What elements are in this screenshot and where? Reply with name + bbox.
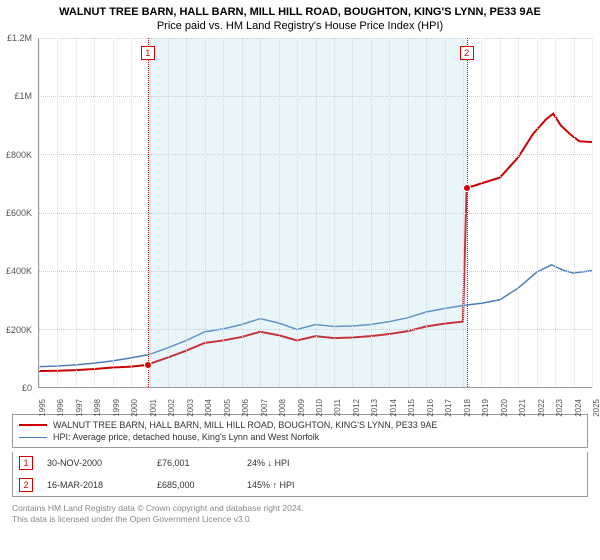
gridline-v [39, 38, 40, 387]
x-tick-label: 2004 [204, 399, 213, 417]
event-date: 16-MAR-2018 [47, 480, 157, 490]
event-number: 1 [19, 456, 33, 470]
event-price: £76,001 [157, 458, 247, 468]
footer-line-1: Contains HM Land Registry data © Crown c… [12, 503, 588, 514]
gridline-v [57, 38, 58, 387]
gridline-v [481, 38, 482, 387]
y-tick-label: £1M [14, 91, 32, 101]
legend-label: WALNUT TREE BARN, HALL BARN, MILL HILL R… [53, 420, 437, 430]
event-row: 1 30-NOV-2000£76,00124% ↓ HPI [13, 452, 587, 474]
x-tick-label: 1997 [75, 399, 84, 417]
y-tick-label: £800K [6, 150, 32, 160]
y-tick-label: £200K [6, 325, 32, 335]
x-tick-label: 2000 [130, 399, 139, 417]
x-tick-label: 2010 [315, 399, 324, 417]
x-axis: 1995199619971998199920002001200220032004… [38, 388, 592, 408]
event-number: 2 [19, 478, 33, 492]
x-tick-label: 2012 [352, 399, 361, 417]
x-tick-label: 2024 [574, 399, 583, 417]
x-tick-label: 2025 [592, 399, 600, 417]
y-axis: £0£200K£400K£600K£800K£1M£1.2M [0, 38, 34, 388]
x-tick-label: 1995 [38, 399, 47, 417]
x-tick-label: 2001 [149, 399, 158, 417]
gridline-v [76, 38, 77, 387]
event-line [467, 38, 468, 387]
gridline-v [537, 38, 538, 387]
x-tick-label: 2003 [186, 399, 195, 417]
chart-subtitle: Price paid vs. HM Land Registry's House … [0, 20, 600, 38]
x-tick-label: 2020 [500, 399, 509, 417]
x-tick-label: 2016 [426, 399, 435, 417]
legend-label: HPI: Average price, detached house, King… [53, 432, 319, 442]
legend-swatch [19, 437, 47, 438]
events-table: 1 30-NOV-2000£76,00124% ↓ HPI 2 16-MAR-2018… [12, 452, 588, 497]
x-tick-label: 2005 [223, 399, 232, 417]
x-tick-label: 2015 [407, 399, 416, 417]
event-dot [463, 184, 471, 192]
footer-line-2: This data is licensed under the Open Gov… [12, 514, 588, 525]
gridline-v [555, 38, 556, 387]
legend-row: WALNUT TREE BARN, HALL BARN, MILL HILL R… [19, 419, 581, 431]
x-tick-label: 1996 [56, 399, 65, 417]
gridline-v [500, 38, 501, 387]
chart-area: £0£200K£400K£600K£800K£1M£1.2M 12 199519… [38, 38, 592, 408]
attribution-footer: Contains HM Land Registry data © Crown c… [12, 503, 588, 525]
event-date: 30-NOV-2000 [47, 458, 157, 468]
event-delta: 24% ↓ HPI [247, 458, 367, 468]
x-tick-label: 2009 [297, 399, 306, 417]
x-tick-label: 2019 [481, 399, 490, 417]
x-tick-label: 2014 [389, 399, 398, 417]
legend: WALNUT TREE BARN, HALL BARN, MILL HILL R… [12, 414, 588, 448]
x-tick-label: 2023 [555, 399, 564, 417]
legend-swatch [19, 424, 47, 426]
y-tick-label: £0 [22, 383, 32, 393]
event-marker-box: 2 [460, 46, 474, 60]
x-tick-label: 2008 [278, 399, 287, 417]
x-tick-label: 2011 [333, 399, 342, 416]
x-tick-label: 2002 [167, 399, 176, 417]
event-marker-box: 1 [141, 46, 155, 60]
x-tick-label: 2017 [444, 399, 453, 417]
event-delta: 145% ↑ HPI [247, 480, 367, 490]
y-tick-label: £1.2M [7, 33, 32, 43]
event-line [148, 38, 149, 387]
x-tick-label: 1999 [112, 399, 121, 417]
event-price: £685,000 [157, 480, 247, 490]
x-tick-label: 1998 [93, 399, 102, 417]
plot-region: 12 [38, 38, 592, 388]
chart-title: WALNUT TREE BARN, HALL BARN, MILL HILL R… [0, 0, 600, 20]
gridline-v [574, 38, 575, 387]
shaded-range [148, 38, 467, 387]
x-tick-label: 2013 [370, 399, 379, 417]
event-row: 2 16-MAR-2018£685,000145% ↑ HPI [13, 474, 587, 496]
x-tick-label: 2006 [241, 399, 250, 417]
event-dot [144, 361, 152, 369]
gridline-v [113, 38, 114, 387]
gridline-v [131, 38, 132, 387]
y-tick-label: £400K [6, 266, 32, 276]
gridline-v [518, 38, 519, 387]
x-tick-label: 2007 [260, 399, 269, 417]
x-tick-label: 2021 [518, 399, 527, 417]
x-tick-label: 2018 [463, 399, 472, 417]
gridline-v [592, 38, 593, 387]
y-tick-label: £600K [6, 208, 32, 218]
gridline-v [94, 38, 95, 387]
legend-row: HPI: Average price, detached house, King… [19, 431, 581, 443]
x-tick-label: 2022 [537, 399, 546, 417]
